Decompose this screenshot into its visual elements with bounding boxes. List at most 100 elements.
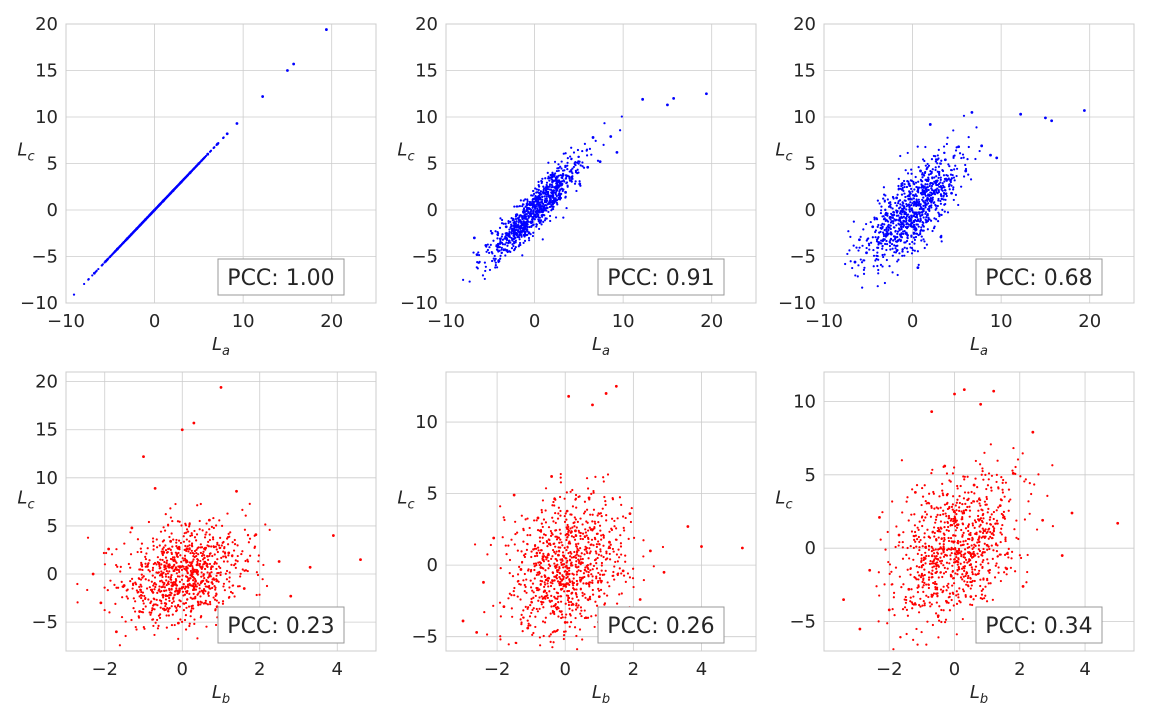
scatter-point bbox=[900, 228, 903, 231]
scatter-point bbox=[144, 578, 147, 581]
scatter-point bbox=[533, 565, 536, 568]
scatter-point bbox=[165, 579, 168, 582]
scatter-point bbox=[565, 564, 568, 567]
scatter-point bbox=[581, 638, 584, 641]
scatter-point bbox=[513, 205, 516, 208]
scatter-point bbox=[553, 160, 557, 163]
scatter-point bbox=[609, 543, 612, 546]
scatter-point bbox=[523, 221, 527, 224]
scatter-point bbox=[594, 522, 597, 525]
scatter-point bbox=[157, 571, 160, 574]
scatter-point bbox=[594, 475, 597, 478]
scatter-point bbox=[153, 588, 156, 591]
scatter-point bbox=[496, 242, 500, 246]
scatter-point bbox=[540, 603, 543, 606]
y-tick-label: 20 bbox=[35, 372, 58, 393]
scatter-point bbox=[112, 252, 115, 255]
scatter-point bbox=[867, 237, 870, 240]
scatter-point bbox=[849, 260, 852, 263]
scatter-point bbox=[163, 529, 167, 532]
scatter-point bbox=[536, 197, 539, 200]
scatter-point bbox=[256, 573, 260, 577]
scatter-point bbox=[185, 528, 189, 531]
scatter-point bbox=[881, 231, 885, 234]
scatter-point bbox=[168, 607, 171, 610]
scatter-point bbox=[919, 233, 922, 236]
scatter-point bbox=[897, 544, 900, 547]
scatter-point bbox=[540, 179, 543, 183]
scatter-point bbox=[189, 569, 193, 573]
scatter-point bbox=[897, 177, 900, 180]
scatter-point bbox=[879, 538, 882, 541]
scatter-point bbox=[197, 162, 201, 165]
y-tick-label: 0 bbox=[47, 200, 58, 221]
scatter-point bbox=[904, 241, 907, 244]
scatter-point bbox=[901, 254, 904, 257]
scatter-point bbox=[540, 600, 543, 603]
scatter-point bbox=[203, 567, 207, 571]
scatter-point bbox=[588, 526, 591, 529]
scatter-point bbox=[592, 564, 596, 568]
scatter-point bbox=[581, 591, 584, 594]
scatter-point bbox=[927, 586, 930, 590]
scatter-point bbox=[555, 608, 558, 611]
scatter-point bbox=[905, 205, 908, 208]
scatter-point bbox=[192, 558, 195, 561]
scatter-point bbox=[138, 610, 142, 613]
scatter-point bbox=[905, 208, 908, 211]
scatter-point bbox=[907, 198, 910, 201]
scatter-point bbox=[196, 582, 199, 585]
scatter-point bbox=[579, 578, 582, 582]
scatter-point bbox=[170, 566, 174, 569]
scatter-point bbox=[248, 537, 252, 540]
scatter-point bbox=[911, 190, 914, 193]
scatter-point bbox=[533, 554, 537, 558]
scatter-point bbox=[541, 597, 544, 600]
scatter-point bbox=[600, 538, 603, 541]
scatter-point bbox=[532, 591, 535, 594]
scatter-point bbox=[188, 525, 191, 528]
scatter-point bbox=[549, 543, 552, 547]
scatter-point bbox=[624, 554, 627, 557]
scatter-point bbox=[560, 561, 563, 564]
scatter-point bbox=[176, 590, 179, 593]
scatter-point bbox=[500, 246, 503, 249]
scatter-point bbox=[930, 184, 934, 188]
scatter-point bbox=[942, 174, 946, 177]
scatter-point bbox=[494, 257, 497, 260]
scatter-point bbox=[983, 542, 986, 545]
scatter-point bbox=[576, 648, 579, 651]
scatter-point bbox=[624, 516, 627, 520]
scatter-point bbox=[848, 249, 851, 252]
scatter-point bbox=[584, 510, 587, 513]
scatter-point bbox=[908, 190, 911, 194]
scatter-point bbox=[571, 609, 574, 612]
scatter-point bbox=[526, 220, 529, 223]
scatter-point bbox=[107, 547, 111, 551]
scatter-point bbox=[939, 202, 943, 205]
scatter-point bbox=[608, 585, 611, 588]
scatter-point bbox=[609, 135, 613, 138]
scatter-point bbox=[615, 602, 619, 605]
scatter-point bbox=[185, 538, 188, 541]
scatter-point bbox=[151, 537, 155, 540]
scatter-point bbox=[652, 565, 655, 568]
scatter-point bbox=[572, 577, 575, 580]
scatter-point bbox=[876, 285, 879, 288]
scatter-point bbox=[586, 566, 589, 569]
scatter-point bbox=[215, 548, 218, 551]
scatter-point bbox=[954, 149, 958, 152]
scatter-point bbox=[935, 175, 938, 178]
scatter-point bbox=[132, 607, 135, 610]
scatter-point bbox=[862, 268, 866, 271]
scatter-point bbox=[953, 168, 956, 171]
scatter-point bbox=[617, 548, 620, 551]
scatter-point bbox=[912, 595, 915, 598]
scatter-point bbox=[557, 512, 560, 515]
scatter-point bbox=[228, 595, 231, 599]
scatter-point bbox=[891, 207, 894, 210]
scatter-point bbox=[900, 193, 904, 196]
scatter-point bbox=[134, 600, 137, 603]
scatter-point bbox=[857, 249, 860, 252]
